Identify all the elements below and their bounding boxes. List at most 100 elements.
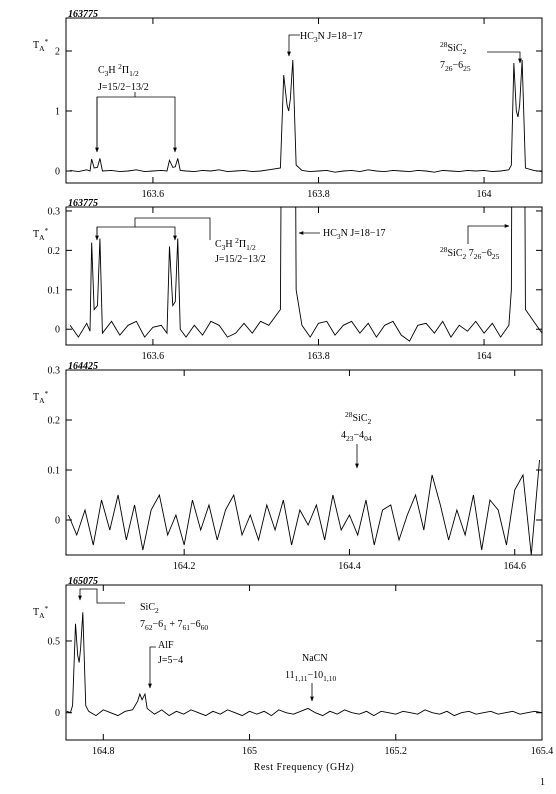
plot-frame (65, 584, 543, 741)
text-part: 7 (466, 248, 474, 259)
annotations-3: 28SiC2 423−404 (341, 410, 372, 469)
text-part: SiC (353, 413, 368, 424)
text-part: 1,11 (295, 674, 308, 683)
spectrum (70, 59, 542, 173)
arrow (287, 34, 300, 57)
text-part: A (39, 396, 45, 405)
y-axis-label: TA* (33, 389, 49, 405)
text-part: 25 (463, 64, 471, 73)
panel-label: 164425 (68, 361, 98, 372)
annotation: 28SiC2 (345, 410, 372, 426)
text-part: 3 (105, 69, 109, 78)
text-part: 3 (222, 243, 226, 252)
text-part: −6 (453, 60, 464, 71)
text-part: T (33, 40, 39, 51)
annotation: C3H 2Π1/2 (215, 236, 256, 252)
x-tick-label: 164 (477, 189, 492, 200)
text-part: 26 (474, 252, 482, 261)
spectrum (69, 207, 542, 342)
panel-label: 163775 (68, 198, 98, 209)
text-part: H (108, 65, 118, 76)
text-part: 2 (155, 606, 159, 615)
annotation: 28SiC2 726−625 (440, 245, 500, 261)
bracket (134, 217, 211, 240)
x-tick-label: 163.8 (307, 351, 330, 362)
text-part: * (45, 604, 49, 613)
text-part: A (39, 44, 45, 53)
text-part: HC (323, 228, 337, 239)
text-part: 11 (285, 670, 295, 681)
annotations-1: C3H 2Π1/2 J=15/2−13/2 HC3N J=18−17 28SiC… (95, 31, 522, 153)
x-tick-label: 165.4 (531, 746, 554, 757)
annotation: AlF (158, 640, 174, 651)
text-part: A (39, 611, 45, 620)
text-part: T (33, 392, 39, 403)
annotation: HC3N J=18−17 (300, 31, 363, 44)
text-part: −4 (354, 430, 365, 441)
arrow (148, 646, 156, 689)
spectrum (68, 459, 540, 555)
text-part: J=5−4 (158, 655, 183, 666)
text-part: −6 (190, 619, 201, 630)
annotations-4: SiC2 762−61 + 761−660 AlF J=5−4 NaCN 111… (78, 588, 337, 702)
panel-label: 165075 (68, 576, 98, 587)
text-part: 2 (463, 47, 467, 56)
text-part: SiC (448, 43, 463, 54)
text-part: J=15/2−13/2 (98, 82, 149, 93)
text-part: 28 (440, 245, 448, 254)
y-tick-label: 2 (55, 47, 60, 58)
annotation: HC3N J=18−17 (323, 228, 386, 241)
y-tick-label: 0.1 (48, 466, 61, 477)
text-part: 1/2 (129, 69, 139, 78)
x-tick-label: 164.2 (173, 561, 196, 572)
y-tick-label: 0.3 (48, 366, 61, 377)
y-tick-label: 0 (55, 708, 60, 719)
text-part: 2 (235, 236, 239, 245)
y-tick-label: 0.1 (48, 285, 61, 296)
text-part: T (33, 607, 39, 618)
y-axis-label: TA* (33, 37, 49, 53)
text-part: 3 (337, 232, 341, 241)
annotation: 28SiC2 (440, 40, 467, 56)
spectrum (66, 612, 542, 717)
text-part: 2 (368, 417, 372, 426)
text-part: Π (239, 239, 246, 250)
text-part: 26 (445, 64, 453, 73)
page-number: 1 (540, 777, 545, 788)
text-part: AlF (158, 640, 174, 651)
text-part: NaCN (302, 653, 328, 664)
annotations-2: C3H 2Π1/2 J=15/2−13/2 HC3N J=18−17 28SiC… (95, 217, 510, 265)
text-part: N J=18−17 (318, 31, 363, 42)
x-tick-label: 163.8 (307, 189, 330, 200)
text-part: 60 (201, 623, 209, 632)
text-part: 3 (314, 35, 318, 44)
plot-frame (65, 17, 543, 184)
panel-label: 163775 (68, 9, 98, 20)
text-part: 1/2 (246, 243, 256, 252)
y-axis-label: TA* (33, 604, 49, 620)
bracket (96, 226, 177, 241)
x-tick-label: 163.6 (142, 189, 165, 200)
text-part: J=15/2−13/2 (215, 254, 266, 265)
text-part: * (45, 37, 49, 46)
text-part: * (45, 226, 49, 235)
text-part: −10 (308, 670, 324, 681)
arrow (78, 588, 125, 604)
text-part: −6 (481, 248, 492, 259)
y-tick-label: 0 (55, 167, 60, 178)
text-part: SiC (448, 248, 463, 259)
text-part: −6 (153, 619, 164, 630)
x-tick-label: 164 (477, 351, 492, 362)
y-tick-label: 0 (55, 325, 60, 336)
text-part: 61 (183, 623, 191, 632)
plot-frame (65, 369, 543, 556)
x-tick-label: 165 (242, 746, 257, 757)
text-part: 62 (145, 623, 153, 632)
x-tick-label: 164.4 (338, 561, 361, 572)
text-part: 1,10 (323, 674, 336, 683)
annotation: SiC2 (140, 602, 159, 615)
text-part: N J=18−17 (341, 228, 386, 239)
annotation: C3H 2Π1/2 (98, 62, 139, 78)
text-part: A (39, 233, 45, 242)
